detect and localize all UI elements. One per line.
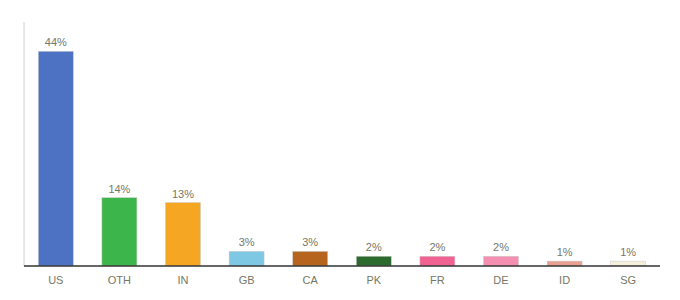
chart: 44% 14% 13% 3% 3% 2% 2% 2% 1% 1% US OTH IN GB CA PK FR DE… [0,0,680,300]
x-axis-line [24,265,660,267]
labels: 44% 14% 13% 3% 3% 2% 2% 2% 1% 1% [45,36,637,258]
bar [102,198,137,266]
x-tick-label: IN [178,274,189,286]
data-label: 2% [429,241,445,253]
x-tick-label: OTH [108,274,131,286]
data-label: 1% [620,246,636,258]
x-tick-label: CA [303,274,319,286]
data-label: 2% [366,241,382,253]
x-tick-label: SG [620,274,636,286]
x-tick-label: FR [430,274,445,286]
data-label: 14% [108,183,130,195]
x-tick-label: PK [366,274,381,286]
y-axis-line [24,22,25,266]
bar [166,203,201,266]
x-tick-label: US [48,274,63,286]
data-label: 3% [302,236,318,248]
bar [356,256,391,266]
data-label: 1% [557,246,573,258]
x-tick-label: DE [493,274,508,286]
data-label: 13% [172,188,194,200]
x-tick-label: ID [559,274,570,286]
bar [38,51,73,266]
bar [484,256,519,266]
data-label: 3% [239,236,255,248]
bar [420,256,455,266]
data-label: 2% [493,241,509,253]
bars [38,51,645,266]
data-label: 44% [45,36,67,48]
bar [293,251,328,266]
chart-container: 44% 14% 13% 3% 3% 2% 2% 2% 1% 1% US OTH IN GB CA PK FR DE… [0,0,680,300]
x-tick-label: GB [239,274,255,286]
bar [229,251,264,266]
